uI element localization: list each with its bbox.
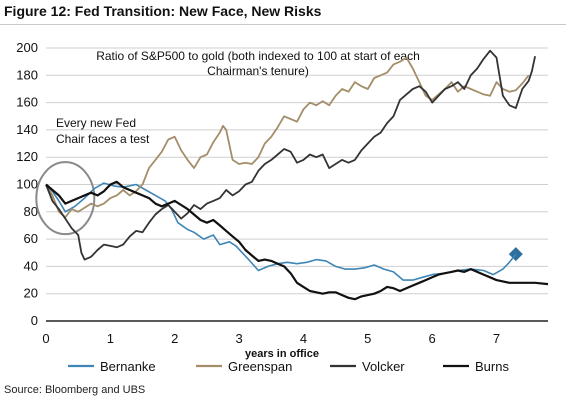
legend-label-bernanke: Bernanke	[100, 359, 156, 374]
x-tick-label: 6	[429, 331, 436, 346]
chart-title-line: Chairman's tenure)	[207, 64, 309, 78]
x-tick-label: 0	[42, 331, 49, 346]
y-tick-label: 180	[16, 67, 38, 82]
y-tick-label: 120	[16, 149, 38, 164]
x-tick-label: 7	[493, 331, 500, 346]
y-tick-label: 100	[16, 177, 38, 192]
series-line-volcker	[45, 49, 536, 261]
legend-label-greenspan: Greenspan	[228, 359, 292, 374]
highlight-ellipse	[35, 161, 96, 236]
y-tick-label: 20	[24, 286, 38, 301]
y-tick-label: 200	[16, 40, 38, 55]
chart-title-group: Ratio of S&P500 to gold (both indexed to…	[96, 49, 420, 78]
chart-grid	[46, 47, 548, 295]
x-tick-label: 5	[364, 331, 371, 346]
x-tick-label: 3	[235, 331, 242, 346]
annotation-line: Every new Fed	[56, 116, 136, 130]
diamond-marker	[508, 247, 523, 262]
annotation-line: Chair faces a test	[56, 132, 150, 146]
annotation-group: Every new Fed Chair faces a test	[35, 116, 523, 262]
annotation-text: Every new Fed Chair faces a test	[56, 116, 150, 146]
y-tick-label: 160	[16, 95, 38, 110]
y-tick-label: 40	[24, 258, 38, 273]
x-tick-label: 1	[107, 331, 114, 346]
figure-title: Figure 12: Fed Transition: New Face, New…	[4, 3, 322, 19]
series-group	[45, 49, 549, 301]
series-line-burns	[45, 180, 549, 301]
x-axis-label: years in office	[245, 348, 319, 360]
source-note: Source: Bloomberg and UBS	[4, 384, 146, 396]
legend: Bernanke Greenspan Volcker Burns	[68, 359, 509, 374]
x-tick-label: 4	[300, 331, 307, 346]
legend-label-burns: Burns	[475, 359, 509, 374]
legend-label-volcker: Volcker	[362, 359, 405, 374]
series-line-greenspan	[45, 56, 530, 219]
y-tick-label: 0	[31, 313, 38, 328]
title-divider	[0, 24, 566, 25]
y-tick-label: 140	[16, 122, 38, 137]
chart-title-line: Ratio of S&P500 to gold (both indexed to…	[96, 49, 420, 63]
y-tick-label: 80	[24, 204, 38, 219]
x-tick-label: 2	[171, 331, 178, 346]
series-line-bernanke	[45, 182, 517, 281]
chart-title: Ratio of S&P500 to gold (both indexed to…	[96, 49, 420, 78]
y-tick-label: 60	[24, 231, 38, 246]
x-axis-ticks: 0 1 2 3 4 5 6 7	[42, 331, 500, 346]
y-axis-ticks: 0 20 40 60 80 100 120 140 160 180 200	[16, 40, 38, 328]
